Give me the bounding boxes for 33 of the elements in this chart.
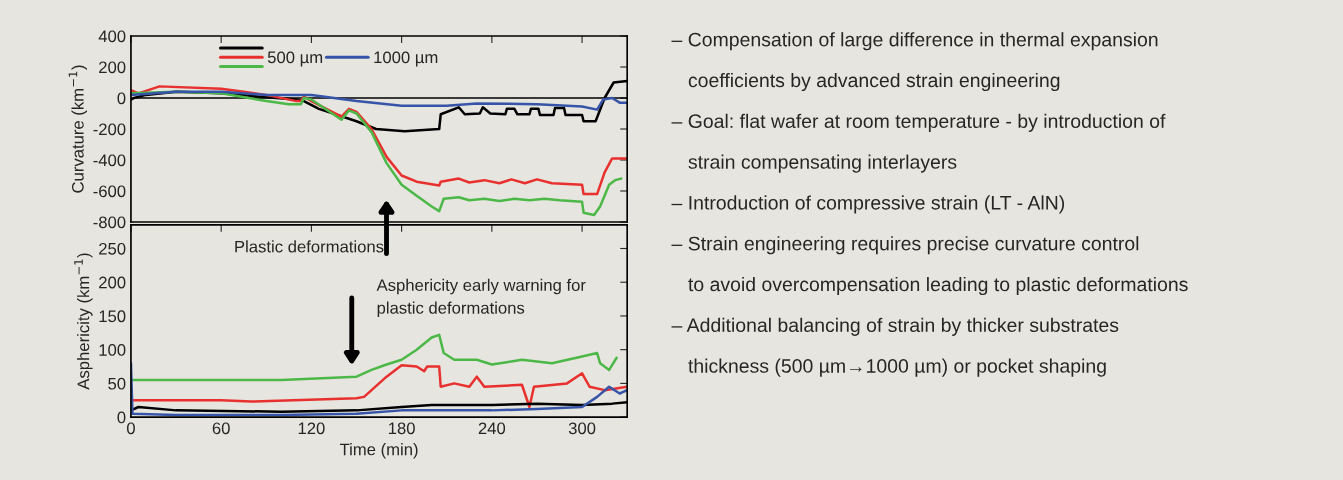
text: – Strain engineering requires precise curvature control to avoid overcompensation leading to plastic deformations [671, 236, 1188, 296]
y-axis-title: Curvature (km$^{−1}$) [68, 65, 88, 193]
line-series [130, 363, 628, 409]
x-axis-title: Time (min) [339, 443, 418, 459]
y-tick-label: 50 [108, 377, 126, 390]
annotation: Asphericity early warning for plastic deformations [376, 278, 586, 318]
y-tick-label: -800 [93, 216, 126, 229]
line-series [130, 333, 618, 382]
y-tick-label: 0 [117, 411, 126, 424]
text: – Compensation of large difference in thermal expansion coefficients by advanced strain engineering [671, 32, 1158, 92]
y-tick-label: 150 [99, 310, 126, 323]
y-tick-label: 0 [117, 92, 126, 105]
x-tick-label: 60 [212, 422, 230, 435]
y-tick-label: 250 [99, 242, 126, 255]
y-tick-label: -200 [93, 123, 126, 136]
y-axis-title: Asphericity (km$^{−1}$) [74, 253, 93, 390]
y-tick-label: -600 [93, 185, 126, 198]
legend-label: 500 µm [267, 51, 323, 67]
text: – Introduction of compressive strain (LT - AlN) [671, 195, 1065, 214]
y-tick-label: 400 [98, 30, 126, 43]
text: – Goal: flat wafer at room temperature - by introduction of strain compensating interlayers [671, 113, 1166, 173]
x-tick-label: 0 [126, 422, 135, 435]
x-tick-label: 240 [478, 422, 506, 435]
y-tick-label: 100 [99, 344, 126, 356]
y-tick-label: 200 [99, 61, 126, 74]
x-tick-label: 300 [568, 422, 596, 435]
y-tick-label: -400 [93, 154, 126, 167]
x-tick-label: 180 [388, 422, 415, 435]
text: – Additional balancing of strain by thicker substrates thickness (500 µm→1000 µm) or pocket shaping [671, 317, 1119, 377]
x-tick-label: 120 [298, 422, 325, 435]
annotation: Plastic deformations [235, 240, 384, 253]
legend-label: 1000 µm [374, 51, 438, 67]
y-tick-label: 200 [99, 276, 126, 289]
